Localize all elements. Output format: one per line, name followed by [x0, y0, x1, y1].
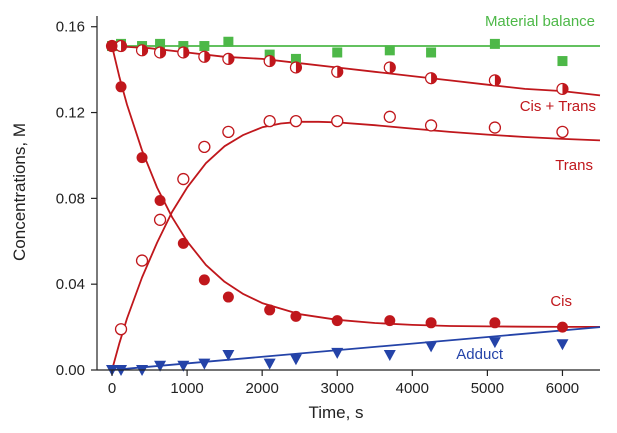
- point-material-balance: [290, 53, 301, 64]
- point-adduct: [263, 358, 276, 370]
- point-adduct: [198, 358, 211, 370]
- point-trans: [263, 114, 276, 128]
- label-trans: Trans: [555, 157, 593, 174]
- point-cis: [556, 321, 568, 333]
- point-cis: [154, 195, 166, 207]
- point-cis-trans: [383, 61, 396, 74]
- point-material-balance: [264, 49, 275, 60]
- y-tick-label: 0.12: [56, 105, 85, 122]
- point-adduct: [154, 360, 167, 372]
- point-adduct: [177, 360, 190, 372]
- x-tick-label: 0: [108, 380, 116, 397]
- point-adduct: [383, 349, 396, 361]
- point-cis-trans: [135, 44, 149, 57]
- axes: [96, 16, 600, 371]
- point-cis: [136, 152, 148, 164]
- x-tick-label: 2000: [245, 380, 278, 397]
- y-tick-label: 0.00: [56, 362, 85, 379]
- point-cis-trans: [289, 61, 303, 74]
- point-trans: [114, 323, 128, 336]
- label-material-balance: Material balance: [485, 13, 595, 30]
- point-cis: [290, 310, 302, 322]
- point-cis-trans: [263, 54, 276, 68]
- point-cis: [222, 291, 234, 303]
- point-adduct: [289, 354, 302, 366]
- point-cis-trans: [153, 46, 167, 59]
- point-cis-trans: [177, 46, 190, 59]
- x-tick-label: 3000: [321, 380, 354, 397]
- point-trans: [556, 125, 569, 139]
- point-cis: [384, 315, 396, 327]
- point-material-balance: [384, 45, 395, 56]
- x-tick-label: 4000: [396, 380, 429, 397]
- point-trans: [289, 114, 303, 128]
- point-material-balance: [223, 36, 234, 47]
- point-material-balance: [426, 47, 437, 58]
- point-trans: [222, 125, 235, 139]
- point-adduct: [425, 341, 438, 353]
- point-cis: [106, 40, 118, 52]
- x-axis-title: Time, s: [308, 403, 363, 422]
- point-material-balance: [178, 41, 189, 52]
- point-cis: [489, 317, 501, 329]
- point-adduct: [556, 339, 569, 351]
- point-cis: [115, 81, 127, 93]
- point-cis: [331, 315, 343, 327]
- point-trans: [198, 140, 211, 154]
- point-cis: [264, 304, 276, 316]
- point-adduct: [331, 347, 344, 359]
- point-adduct: [222, 349, 235, 361]
- point-cis: [425, 317, 437, 329]
- y-tick-label: 0.16: [56, 19, 85, 36]
- label-adduct: Adduct: [456, 346, 504, 363]
- point-cis-trans: [424, 72, 438, 85]
- point-trans: [135, 254, 149, 267]
- point-cis-trans: [488, 74, 501, 87]
- label-cis: Cis: [550, 293, 572, 310]
- x-tick-label: 6000: [546, 380, 579, 397]
- y-axis-title: Concentrations, M: [10, 123, 29, 261]
- point-cis-trans: [198, 50, 211, 63]
- point-material-balance: [199, 41, 210, 52]
- fit-line-adduct: [111, 326, 601, 371]
- point-trans: [153, 213, 167, 226]
- x-tick-label: 1000: [170, 380, 203, 397]
- point-trans: [331, 114, 344, 128]
- y-tick-label: 0.08: [56, 190, 85, 207]
- point-material-balance: [155, 38, 166, 49]
- x-tick-label: 5000: [471, 380, 504, 397]
- point-trans: [383, 110, 396, 123]
- point-cis: [198, 274, 210, 286]
- y-tick-label: 0.04: [56, 276, 85, 293]
- fit-line-cis-trans: [111, 45, 601, 97]
- point-trans: [177, 172, 190, 186]
- label-cis-plus-trans: Cis + Trans: [520, 98, 596, 115]
- point-cis: [177, 237, 189, 249]
- point-material-balance: [489, 38, 500, 49]
- point-cis-trans: [331, 65, 344, 78]
- point-material-balance: [557, 56, 568, 67]
- ticks: 0 1000 2000 3000 4000 5000 6000 0.00 0.04 0.08 0.1…: [56, 19, 579, 397]
- fit-curves: [111, 45, 601, 371]
- point-material-balance: [332, 47, 343, 58]
- point-adduct: [488, 337, 501, 349]
- point-trans: [488, 121, 502, 134]
- point-cis-trans: [222, 52, 235, 66]
- point-cis-trans: [556, 82, 569, 96]
- point-trans: [424, 119, 438, 132]
